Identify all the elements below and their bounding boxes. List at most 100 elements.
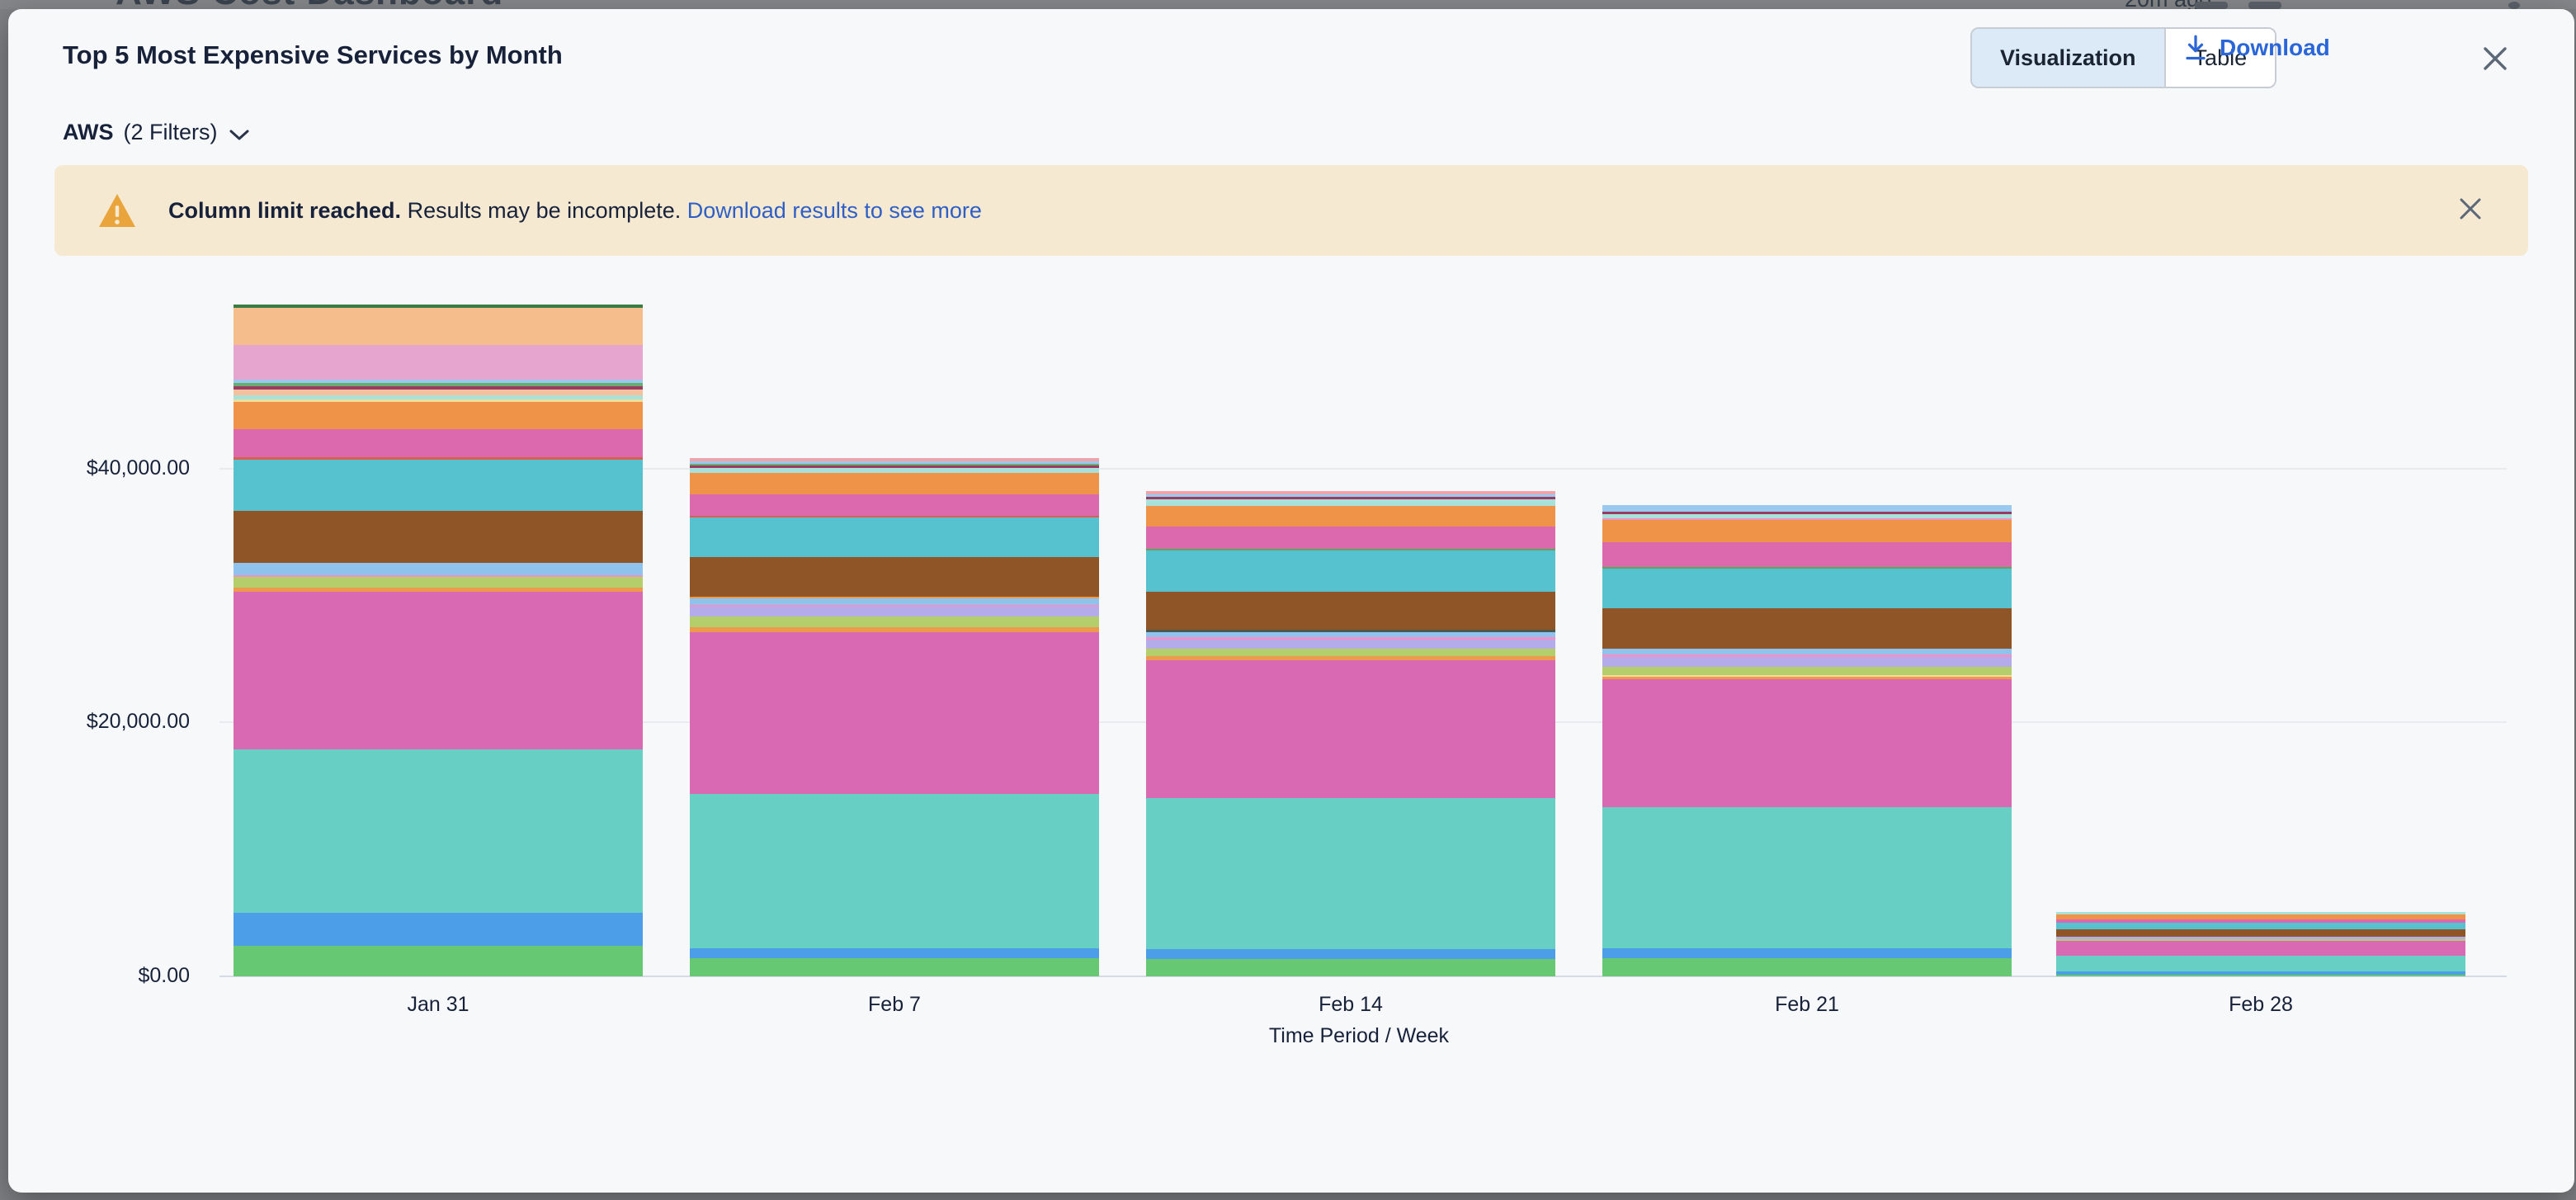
bar-segment[interactable] (1146, 948, 1555, 959)
bar-segment[interactable] (234, 456, 643, 460)
stacked-bar-feb-14[interactable] (1146, 491, 1555, 976)
bar-segment[interactable] (234, 592, 643, 750)
bar-segment[interactable] (1146, 798, 1555, 949)
bar-segment[interactable] (1602, 677, 2012, 680)
bar-segment[interactable] (1602, 947, 2012, 958)
bar-segment[interactable] (1602, 675, 2012, 678)
tab-visualization[interactable]: Visualization (1972, 29, 2164, 87)
bar-segment[interactable] (1146, 660, 1555, 799)
bar-segment[interactable] (690, 557, 1099, 598)
bar-segment[interactable] (690, 461, 1099, 465)
bar-segment[interactable] (690, 957, 1099, 976)
bar-segment[interactable] (1602, 679, 2012, 808)
bar-segment[interactable] (234, 401, 643, 429)
bar-segment[interactable] (690, 458, 1099, 462)
bar-segment[interactable] (2056, 939, 2465, 941)
bar-segment[interactable] (234, 382, 643, 386)
modal-close-button[interactable] (2479, 42, 2512, 75)
bar-segment[interactable] (1602, 567, 2012, 569)
bar-segment[interactable] (234, 749, 643, 914)
bar-segment[interactable] (1602, 654, 2012, 658)
bar-segment[interactable] (1146, 592, 1555, 631)
bar-segment[interactable] (1602, 542, 2012, 568)
bar-segment[interactable] (234, 510, 643, 564)
bar-segment[interactable] (234, 394, 643, 399)
bar-segment[interactable] (234, 577, 643, 588)
bar-segment[interactable] (234, 385, 643, 390)
bar-segment[interactable] (2056, 912, 2465, 914)
bar-segment[interactable] (1602, 957, 2012, 976)
bar-segment[interactable] (1602, 505, 2012, 513)
bar-segment[interactable] (1146, 494, 1555, 498)
bar-segment[interactable] (690, 473, 1099, 495)
bar-segment[interactable] (1602, 512, 2012, 515)
download-button[interactable]: Download (2183, 34, 2330, 62)
banner-download-link[interactable]: Download results to see more (686, 197, 982, 223)
bar-segment[interactable] (1146, 550, 1555, 593)
bar-segment[interactable] (690, 494, 1099, 517)
bar-segment[interactable] (234, 459, 643, 511)
bar-segment[interactable] (1146, 649, 1555, 657)
bar-segment[interactable] (234, 428, 643, 457)
bar-segment[interactable] (1146, 630, 1555, 633)
bar-segment[interactable] (690, 468, 1099, 474)
bar-segment[interactable] (2056, 975, 2465, 976)
bar-segment[interactable] (1146, 499, 1555, 507)
bar-segment[interactable] (1146, 506, 1555, 527)
bar-segment[interactable] (1146, 637, 1555, 640)
bar-segment[interactable] (1602, 518, 2012, 521)
bar-segment[interactable] (234, 575, 643, 578)
bar-segment[interactable] (234, 399, 643, 402)
stacked-bar-feb-7[interactable] (690, 458, 1099, 976)
bar-segment[interactable] (690, 605, 1099, 607)
filter-dropdown[interactable]: AWS (2 Filters) (63, 120, 251, 145)
bar-segment[interactable] (1146, 656, 1555, 661)
bar-segment[interactable] (234, 588, 643, 593)
bar-segment[interactable] (234, 563, 643, 576)
bar-segment[interactable] (1602, 514, 2012, 519)
bar-segment[interactable] (234, 307, 643, 345)
bar-segment[interactable] (690, 627, 1099, 633)
bar-segment[interactable] (234, 913, 643, 947)
bar-segment[interactable] (1602, 807, 2012, 948)
tab-table[interactable]: Table (2163, 29, 2276, 87)
bar-segment[interactable] (1146, 958, 1555, 976)
stacked-bar-feb-21[interactable] (1602, 505, 2012, 976)
bar-segment[interactable] (1146, 497, 1555, 500)
bar-segment[interactable] (690, 597, 1099, 599)
bar-segment[interactable] (2056, 919, 2465, 923)
bar-segment[interactable] (1602, 520, 2012, 543)
bar-segment[interactable] (2056, 929, 2465, 937)
bar-segment[interactable] (690, 794, 1099, 948)
bar-segment[interactable] (690, 465, 1099, 469)
bar-segment[interactable] (1146, 527, 1555, 550)
bar-segment[interactable] (1146, 549, 1555, 551)
bar-segment[interactable] (1602, 657, 2012, 668)
bar-segment[interactable] (1602, 569, 2012, 609)
bar-segment[interactable] (1602, 649, 2012, 655)
bar-segment[interactable] (690, 516, 1099, 518)
bar-segment[interactable] (2056, 971, 2465, 975)
bar-segment[interactable] (234, 344, 643, 380)
bar-segment[interactable] (234, 946, 643, 976)
bar-segment[interactable] (2056, 914, 2465, 919)
bar-segment[interactable] (1602, 667, 2012, 676)
bar-segment[interactable] (690, 617, 1099, 628)
bar-segment[interactable] (690, 607, 1099, 617)
bar-segment[interactable] (1146, 632, 1555, 638)
bar-segment[interactable] (690, 632, 1099, 795)
bar-segment[interactable] (234, 379, 643, 383)
bar-segment[interactable] (234, 304, 643, 308)
bar-segment[interactable] (690, 517, 1099, 558)
stacked-bar-jan-31[interactable] (234, 304, 643, 976)
bar-segment[interactable] (690, 464, 1099, 466)
bar-segment[interactable] (690, 598, 1099, 606)
banner-close-button[interactable] (2456, 194, 2485, 224)
bar-segment[interactable] (2056, 941, 2465, 956)
bar-segment[interactable] (234, 389, 643, 395)
bar-segment[interactable] (2056, 956, 2465, 971)
bar-segment[interactable] (1146, 640, 1555, 650)
bar-segment[interactable] (2056, 937, 2465, 939)
stacked-bar-feb-28[interactable] (2056, 912, 2465, 976)
bar-segment[interactable] (1146, 491, 1555, 495)
